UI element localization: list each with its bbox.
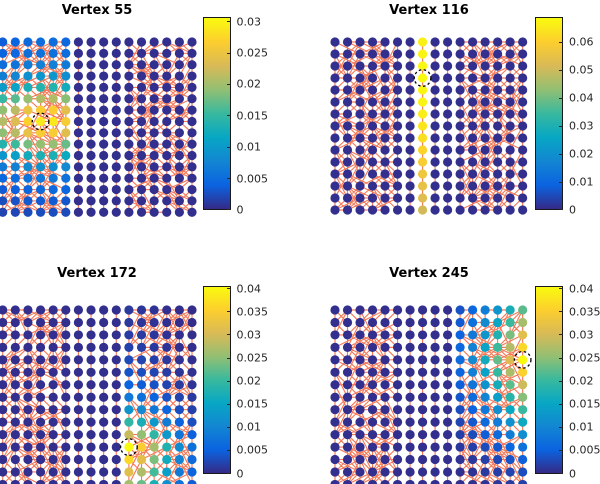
- colorbar-vertex-55: 0 0.005 0.01 0.015 0.02 0.025 0.03: [202, 16, 268, 215]
- colorbar-vertex-116: 0 0.01 0.02 0.03 0.04 0.05 0.06: [535, 16, 594, 215]
- colorbar-tick-label: 0.02: [569, 147, 594, 161]
- colorbar-tick-mark: [559, 153, 563, 155]
- colorbar-tick-label: 0.03: [569, 119, 594, 133]
- colorbar-tick-mark: [559, 334, 563, 336]
- colorbar-tick-mark: [226, 178, 231, 180]
- colorbar-tick-mark: [559, 41, 563, 43]
- colorbar-tick-label: 0.025: [236, 46, 269, 60]
- subplot-title-vertex-55: Vertex 55: [61, 3, 133, 18]
- colorbar-tick-mark: [226, 52, 231, 54]
- colorbar-tick-label: 0.005: [236, 172, 269, 186]
- colorbar-tick-mark: [226, 357, 231, 359]
- colorbar-tick-label: 0.005: [569, 443, 600, 457]
- colorbar-tick-label: 0: [236, 467, 244, 480]
- colorbar-tick-mark: [226, 380, 231, 382]
- colorbar-tick-mark: [559, 357, 563, 359]
- colorbar-tick-mark: [226, 311, 231, 313]
- subplot-title-vertex-116: Vertex 116: [389, 3, 469, 18]
- colorbar-tick-label: 0.015: [236, 109, 269, 123]
- colorbar-tick-label: 0.03: [569, 328, 594, 342]
- colorbar-tick-label: 0.04: [569, 91, 594, 105]
- colorbar-tick-label: 0.01: [569, 420, 594, 434]
- colorbar-tick-mark: [226, 288, 231, 290]
- colorbar-gradient: [202, 16, 231, 210]
- colorbar-tick-label: 0.03: [236, 15, 262, 29]
- colorbar-tick-mark: [559, 125, 563, 127]
- colorbar-tick-label: 0.015: [569, 397, 600, 411]
- colorbar-tick-mark: [226, 146, 231, 148]
- colorbar-tick-mark: [226, 334, 231, 336]
- colorbar-tick-label: 0.005: [236, 443, 269, 457]
- colorbar-gradient: [535, 285, 563, 474]
- colorbar-gradient: [535, 16, 563, 210]
- colorbar-tick-label: 0.01: [569, 175, 594, 189]
- colorbar-tick-mark: [226, 403, 231, 405]
- colorbar-tick-mark: [559, 97, 563, 99]
- colorbar-tick-mark: [559, 426, 563, 428]
- subplot-title-vertex-172: Vertex 172: [57, 266, 137, 281]
- colorbar-tick-mark: [559, 69, 563, 71]
- colorbar-tick-mark: [559, 403, 563, 405]
- colorbar-tick-label: 0.025: [569, 351, 600, 365]
- colorbar-tick-mark: [226, 426, 231, 428]
- colorbar-tick-label: 0.02: [569, 374, 594, 388]
- colorbar-tick-label: 0.06: [569, 35, 594, 49]
- colorbar-tick-label: 0.025: [236, 351, 269, 365]
- colorbar-tick-label: 0.02: [236, 374, 262, 388]
- colorbar-vertex-245: 0 0.005 0.01 0.015 0.02 0.025 0.03 0.035 0.04: [535, 283, 600, 479]
- colorbar-tick-mark: [559, 473, 563, 474]
- colorbar-tick-mark: [226, 473, 231, 474]
- colorbar-tick-label: 0.01: [236, 420, 262, 434]
- colorbar-tick-label: 0.05: [569, 63, 594, 77]
- colorbar-tick-label: 0.01: [236, 140, 262, 154]
- colorbar-tick-label: 0.03: [236, 328, 262, 342]
- colorbar-tick-label: 0.04: [236, 282, 262, 296]
- colorbar-tick-mark: [226, 21, 231, 23]
- colorbar-tick-label: 0.02: [236, 77, 262, 91]
- colorbar-tick-label: 0: [236, 203, 244, 217]
- colorbar-tick-label: 0.035: [236, 305, 269, 319]
- colorbar-tick-mark: [559, 380, 563, 382]
- colorbar-tick-label: 0: [569, 203, 576, 217]
- colorbar-tick-label: 0.035: [569, 305, 600, 319]
- colorbar-gradient: [202, 285, 231, 474]
- colorbar-vertex-172: 0 0.005 0.01 0.015 0.02 0.025 0.03 0.035 0.04: [202, 283, 268, 479]
- colorbar-tick-mark: [559, 288, 563, 290]
- colorbar-tick-label: 0.015: [236, 397, 269, 411]
- colorbar-tick-label: 0.04: [569, 282, 594, 296]
- colorbar-tick-mark: [559, 209, 563, 211]
- colorbar-tick-mark: [226, 209, 231, 211]
- colorbar-tick-mark: [226, 449, 231, 451]
- colorbar-tick-label: 0: [569, 467, 576, 480]
- colorbar-tick-mark: [559, 449, 563, 451]
- colorbar-tick-mark: [559, 181, 563, 183]
- colorbar-tick-mark: [226, 115, 231, 117]
- colorbar-tick-mark: [559, 311, 563, 313]
- colorbar-tick-mark: [226, 83, 231, 85]
- subplot-title-vertex-245: Vertex 245: [389, 266, 469, 281]
